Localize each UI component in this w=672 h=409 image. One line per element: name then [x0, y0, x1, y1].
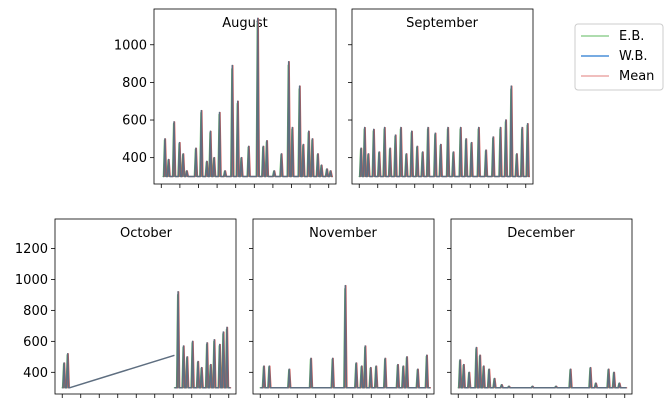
panel-august-plot: [162, 17, 333, 178]
panel-august-y-axis: 400 600 800 1000: [114, 38, 154, 166]
legend-label-wb: W.B.: [619, 49, 648, 64]
panel-october-ytick-label-4: 1200: [15, 242, 48, 257]
panel-october: October 400 600 800 1000 1200: [15, 218, 237, 398]
panel-october-x-axis: [61, 394, 230, 398]
panel-august-frame: [153, 8, 337, 185]
panel-october-series-wb-segment-0: [62, 352, 70, 389]
panel-november-y-axis: [249, 248, 253, 373]
legend: E.B. W.B. Mean: [574, 23, 664, 91]
panel-december-plot: [457, 346, 628, 389]
panel-december-series-wb-segment-0: [458, 346, 627, 389]
panel-august-title: August: [222, 16, 268, 31]
panel-november-frame: [252, 218, 435, 395]
panel-december-title: December: [507, 226, 575, 241]
panel-october-ytick-label-1: 600: [23, 335, 48, 350]
panel-september: September: [348, 8, 534, 188]
panel-november-plot: [259, 284, 431, 389]
legend-label-mean: Mean: [619, 69, 654, 84]
panel-december-y-axis: [447, 248, 451, 373]
panel-september-series-wb-segment-0: [359, 85, 530, 178]
panel-august-ytick-label-0: 400: [122, 151, 147, 166]
panel-october-gap-line: [69, 354, 175, 389]
panel-november: November: [249, 218, 435, 398]
panel-october-frame: [54, 218, 237, 395]
panel-december-frame: [450, 218, 633, 395]
panel-august-x-axis: [160, 184, 330, 188]
panel-august-series-wb-segment-0: [163, 17, 333, 178]
panel-august-ytick-label-2: 800: [122, 76, 147, 91]
panel-september-y-axis: [348, 44, 352, 159]
panel-october-series-wb-segment-1: [174, 291, 231, 389]
panel-november-title: November: [309, 226, 377, 241]
panel-october-ytick-label-0: 400: [23, 366, 48, 381]
panel-november-series-wb-segment-0: [260, 284, 431, 389]
panel-september-plot: [358, 85, 530, 178]
panel-september-frame: [351, 8, 534, 185]
panel-november-x-axis: [259, 394, 428, 398]
panel-september-x-axis: [358, 184, 527, 188]
panel-august-ytick-label-3: 1000: [114, 38, 147, 53]
panel-october-ytick-label-3: 1000: [15, 273, 48, 288]
panel-october-title: October: [120, 226, 173, 241]
panel-august-ytick-label-1: 600: [122, 114, 147, 129]
panel-december: December: [447, 218, 633, 398]
panel-october-plot: [61, 291, 232, 389]
panel-august: August 400 600 800 1000: [114, 8, 337, 188]
panel-october-y-axis: 400 600 800 1000 1200: [15, 242, 55, 381]
panel-september-title: September: [406, 16, 479, 31]
panel-october-ytick-label-2: 800: [23, 304, 48, 319]
panel-december-x-axis: [457, 394, 626, 398]
legend-label-eb: E.B.: [619, 29, 644, 44]
legend-box: [574, 23, 664, 91]
